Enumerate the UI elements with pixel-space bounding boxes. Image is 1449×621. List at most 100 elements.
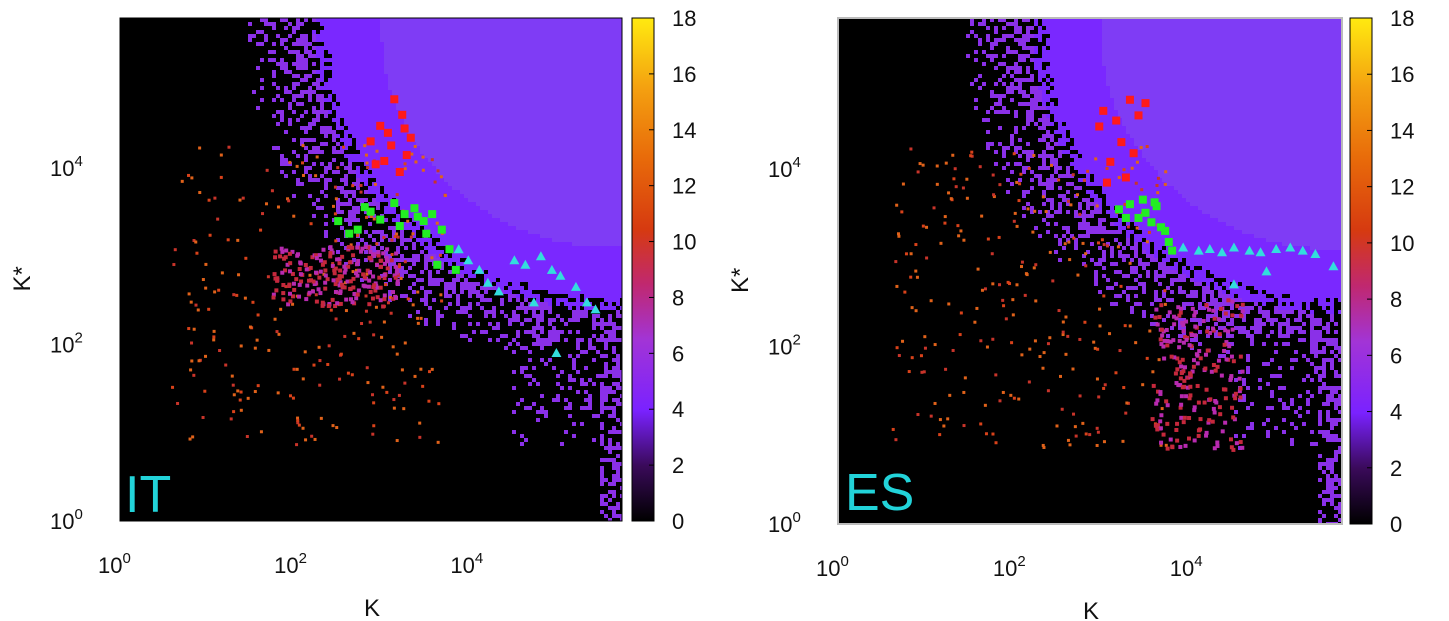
data-point-square — [1121, 173, 1130, 182]
y-tick-label: 102 — [50, 329, 83, 357]
data-point-triangle — [1285, 242, 1296, 252]
colorbar-tick-label: 14 — [672, 118, 696, 143]
data-point-square — [1125, 200, 1134, 209]
colorbar-tick-label: 18 — [672, 6, 696, 31]
y-axis-label: K* — [727, 268, 754, 293]
data-point-triangle — [453, 244, 464, 254]
data-point-square — [353, 225, 362, 234]
colorbar-tick-label: 2 — [1390, 456, 1402, 481]
data-point-triangle — [1261, 266, 1272, 276]
data-point-square — [433, 260, 442, 269]
colorbar-tick-label: 4 — [1390, 400, 1402, 425]
highlight-series — [1095, 95, 1339, 289]
sparse-points — [171, 144, 447, 447]
colorbar-tick-label: 2 — [672, 453, 684, 478]
colorbar-tick-label: 10 — [1390, 231, 1414, 256]
x-axis-label: K — [364, 595, 380, 621]
data-point-square — [395, 221, 404, 230]
data-point-square — [1168, 246, 1177, 255]
data-point-square — [390, 199, 399, 208]
data-point-square — [395, 167, 404, 176]
density-field — [966, 18, 1342, 524]
data-point-triangle — [570, 281, 581, 291]
y-tick-label: 100 — [768, 509, 801, 537]
data-point-triangle — [1328, 261, 1339, 271]
data-point-triangle — [590, 304, 601, 314]
data-point-square — [387, 141, 396, 150]
data-point-square — [1134, 213, 1143, 222]
data-point-square — [345, 229, 354, 238]
data-point-square — [1150, 198, 1159, 207]
density-field — [248, 18, 622, 521]
data-point-square — [383, 128, 392, 137]
data-point-square — [1102, 178, 1111, 187]
data-point-square — [1106, 157, 1115, 166]
data-point-triangle — [1193, 245, 1204, 255]
data-point-triangle — [1271, 244, 1282, 254]
colorbar-tick-label: 12 — [672, 174, 696, 199]
data-point-square — [1125, 95, 1134, 104]
colorbar-tick-label: 4 — [672, 397, 684, 422]
data-point-triangle — [1255, 247, 1266, 257]
data-point-square — [1138, 195, 1147, 204]
data-point-square — [402, 151, 411, 160]
panel-label: IT — [125, 466, 171, 524]
data-point-triangle — [1217, 247, 1228, 257]
colorbar-tick-label: 0 — [1390, 512, 1402, 537]
data-point-triangle — [1310, 248, 1321, 258]
data-point-triangle — [1297, 245, 1308, 255]
data-point-square — [1161, 226, 1170, 235]
y-tick-label: 102 — [768, 331, 801, 359]
x-tick-label: 100 — [816, 553, 849, 581]
data-point-triangle — [493, 286, 504, 296]
data-point-triangle — [1178, 242, 1189, 252]
data-point-square — [366, 207, 375, 216]
x-tick-label: 102 — [274, 550, 307, 578]
data-point-square — [428, 210, 437, 219]
data-point-triangle — [1228, 242, 1239, 252]
x-tick-label: 104 — [1170, 553, 1203, 581]
colorbar-tick-label: 0 — [672, 509, 684, 534]
data-point-square — [1112, 116, 1121, 125]
data-point-square — [1117, 138, 1126, 147]
data-point-triangle — [474, 264, 485, 274]
data-point-square — [371, 160, 380, 169]
data-point-square — [406, 133, 415, 142]
data-point-square — [1141, 99, 1150, 108]
data-point-square — [334, 217, 343, 226]
data-point-triangle — [1228, 279, 1239, 289]
data-point-triangle — [520, 259, 531, 269]
data-point-square — [410, 204, 419, 213]
colorbar-tick-label: 12 — [1390, 175, 1414, 200]
data-point-square — [1147, 218, 1156, 227]
data-point-square — [1157, 223, 1166, 232]
data-point-square — [1134, 111, 1143, 120]
x-tick-label: 104 — [450, 550, 483, 578]
colorbar-gradient — [1349, 17, 1373, 525]
data-point-triangle — [581, 297, 592, 307]
colorbar-tick-label: 10 — [672, 230, 696, 255]
data-point-triangle — [1204, 244, 1215, 254]
data-point-square — [400, 124, 409, 133]
data-point-square — [390, 95, 399, 104]
data-point-square — [413, 212, 422, 221]
data-point-triangle — [555, 270, 566, 280]
x-axis-label: K — [1083, 598, 1099, 621]
colorbar-tick-label: 8 — [672, 285, 684, 310]
colorbar-tick-label: 14 — [1390, 118, 1414, 143]
colorbar-tick-label: 16 — [1390, 62, 1414, 87]
data-point-square — [437, 225, 446, 234]
data-point-square — [380, 156, 389, 165]
colorbar-tick-label: 8 — [1390, 287, 1402, 312]
colorbar: 0 2 4 6 8 10 12 14 16 18 — [631, 6, 696, 534]
plot-frame — [119, 17, 623, 522]
data-point-square — [360, 203, 369, 212]
data-point-triangle — [546, 264, 557, 274]
panel-label: ES — [845, 464, 914, 522]
data-point-triangle — [1244, 245, 1255, 255]
data-point-square — [376, 121, 385, 130]
colorbar-tick-label: 18 — [1390, 6, 1414, 31]
data-point-square — [1129, 149, 1138, 158]
highlight-series — [334, 95, 601, 358]
data-point-square — [1141, 208, 1150, 217]
